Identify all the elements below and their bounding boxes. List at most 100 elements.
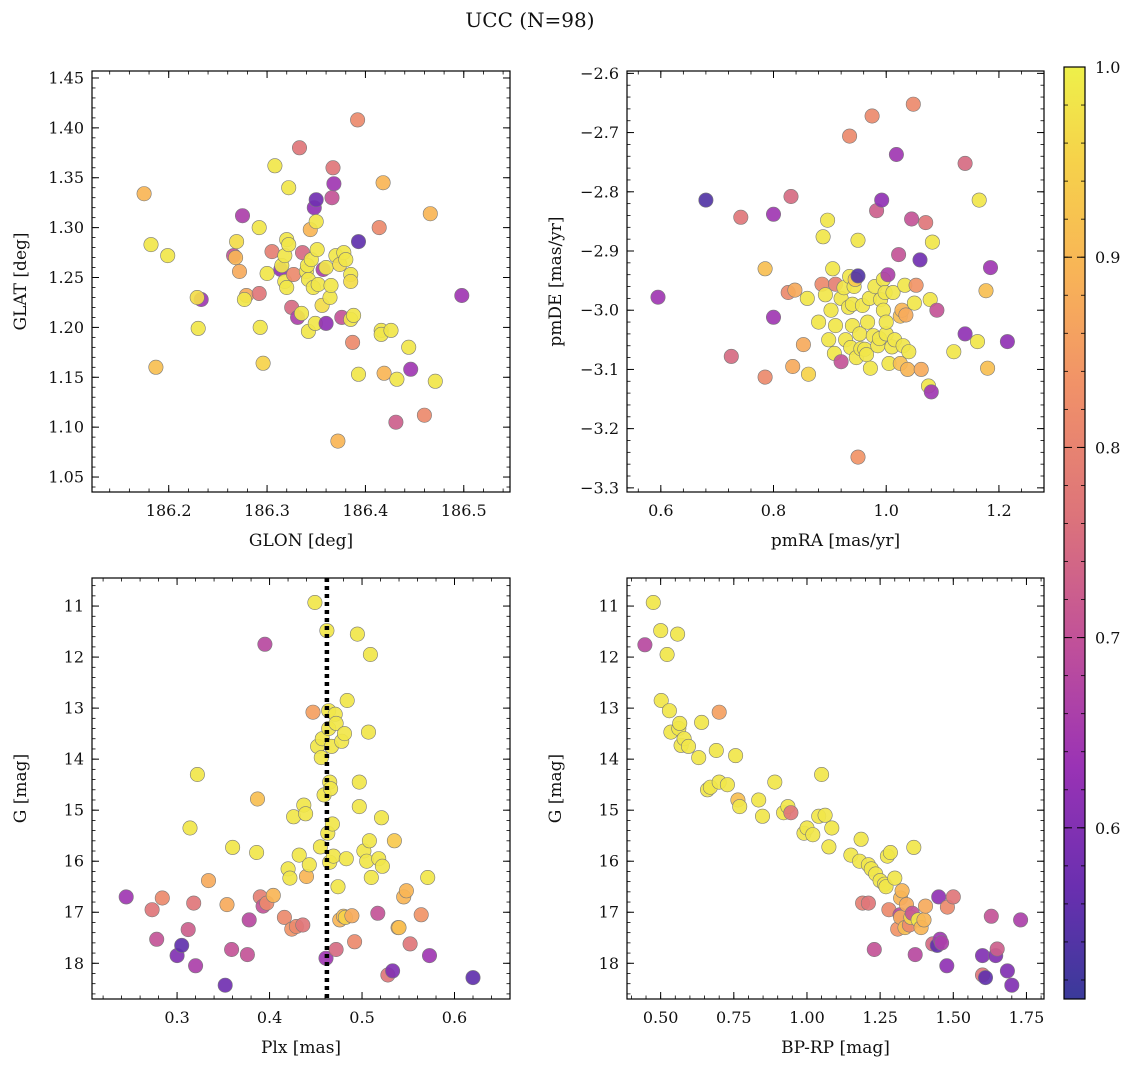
data-point	[345, 334, 361, 350]
points-layer	[650, 96, 1015, 465]
data-point	[783, 805, 799, 821]
data-point	[312, 839, 328, 855]
panel-bprp-g: 0.50 0.75 1.00 1.25 1.50 1.75 11 12 13 14 15 16 17 18…	[546, 577, 1045, 1058]
x-tick-label: 1.25	[862, 1008, 898, 1027]
data-point	[637, 637, 653, 653]
y-tick-label: 13	[64, 699, 84, 718]
data-point	[373, 810, 389, 826]
data-point	[923, 384, 939, 400]
data-point	[295, 917, 311, 933]
data-point	[765, 309, 781, 325]
y-tick-label: 18	[599, 954, 619, 973]
data-point	[969, 334, 985, 350]
axes-frame	[91, 577, 511, 1000]
data-point	[308, 214, 324, 230]
data-point	[225, 839, 241, 855]
data-point	[190, 320, 206, 336]
data-point	[318, 259, 334, 275]
data-point	[787, 282, 803, 298]
x-tick-label: 0.3	[164, 1008, 189, 1027]
x-tick-label: 0.8	[761, 501, 786, 520]
data-point	[833, 354, 849, 370]
data-point	[891, 247, 907, 263]
data-point	[799, 290, 815, 306]
data-point	[310, 276, 326, 292]
data-point	[957, 155, 973, 171]
y-tick-label: −3.0	[580, 301, 619, 320]
axes-frame	[626, 577, 1045, 1000]
data-point	[645, 594, 661, 610]
data-point	[805, 827, 821, 843]
data-point	[878, 314, 894, 330]
y-axis-label: G [mag]	[546, 754, 566, 823]
y-tick-label: 14	[64, 750, 84, 769]
data-point	[922, 292, 938, 308]
data-point	[282, 870, 298, 886]
data-point	[291, 140, 307, 156]
colorbar-tick-label: 0.8	[1095, 438, 1120, 457]
data-point	[338, 851, 354, 867]
y-tick-label: 1.10	[48, 418, 84, 437]
data-point	[265, 887, 281, 903]
data-point	[421, 948, 437, 964]
data-point	[661, 703, 677, 719]
data-point	[305, 704, 321, 720]
data-point	[186, 895, 202, 911]
data-point	[344, 908, 360, 924]
data-point	[383, 322, 399, 338]
y-tick-label: 11	[64, 597, 84, 616]
x-tick-label: 0.4	[257, 1008, 282, 1027]
y-tick-label: 17	[64, 903, 84, 922]
data-point	[757, 369, 773, 385]
y-tick-label: 1.20	[48, 318, 84, 337]
colorbar-tick-label: 0.9	[1095, 248, 1120, 267]
panel-plx-g: 0.3 0.4 0.5 0.6 11 12 13 14 15 16 17 18 Plx [mas] G […	[11, 577, 511, 1058]
y-tick-label: 1.40	[48, 118, 84, 137]
data-point	[160, 248, 176, 264]
data-point	[293, 305, 309, 321]
y-tick-label: 1.30	[48, 218, 84, 237]
data-point	[765, 206, 781, 222]
data-point	[924, 234, 940, 250]
data-point	[118, 889, 134, 905]
data-point	[376, 365, 392, 381]
data-point	[880, 267, 896, 283]
data-point	[783, 189, 799, 205]
data-point	[653, 623, 669, 639]
data-point	[420, 869, 436, 885]
data-point	[343, 273, 359, 289]
data-point	[250, 791, 266, 807]
data-point	[860, 314, 876, 330]
data-point	[362, 646, 378, 662]
colorbar-gradient	[1063, 66, 1086, 1000]
data-point	[732, 799, 748, 815]
x-tick-label: 0.6	[442, 1008, 467, 1027]
data-point	[800, 366, 816, 382]
data-point	[339, 692, 355, 708]
data-point	[888, 147, 904, 163]
data-point	[350, 366, 366, 382]
y-tick-label: 17	[599, 903, 619, 922]
data-point	[853, 831, 869, 847]
y-tick-label: 12	[599, 648, 619, 667]
data-point	[143, 237, 159, 253]
data-point	[279, 279, 295, 295]
data-point	[422, 206, 438, 222]
y-tick-label: −3.1	[580, 360, 619, 379]
data-point	[905, 96, 921, 112]
data-point	[882, 844, 898, 860]
data-point	[908, 277, 924, 293]
data-point	[989, 941, 1005, 957]
colorbar-tick-label: 0.7	[1095, 629, 1120, 648]
x-tick-label: 1.75	[1009, 1008, 1045, 1027]
y-tick-label: 1.05	[48, 468, 84, 487]
data-point	[360, 724, 376, 740]
data-point	[301, 857, 317, 873]
data-point	[241, 912, 257, 928]
y-axis-label: pmDE [mas/yr]	[546, 216, 566, 346]
data-point	[811, 314, 827, 330]
y-tick-label: 14	[599, 750, 619, 769]
data-point	[913, 361, 929, 377]
data-point	[330, 879, 346, 895]
